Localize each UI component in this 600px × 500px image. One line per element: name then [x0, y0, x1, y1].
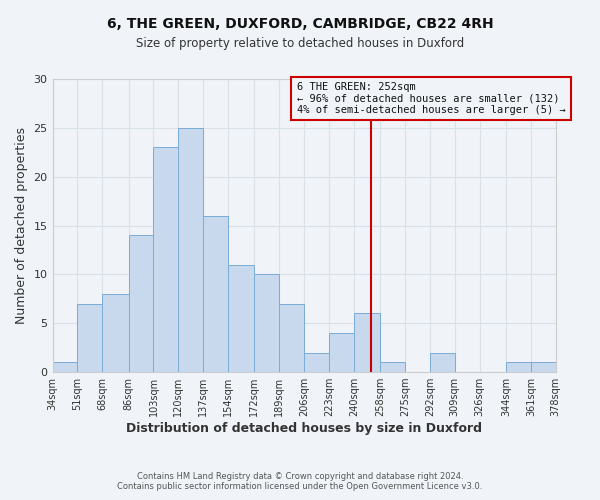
- Bar: [128, 236, 154, 372]
- Bar: [77, 304, 102, 372]
- Bar: [154, 148, 178, 372]
- Text: 6, THE GREEN, DUXFORD, CAMBRIDGE, CB22 4RH: 6, THE GREEN, DUXFORD, CAMBRIDGE, CB22 4…: [107, 18, 493, 32]
- Bar: [228, 264, 254, 372]
- Bar: [178, 128, 203, 372]
- Y-axis label: Number of detached properties: Number of detached properties: [15, 127, 28, 324]
- X-axis label: Distribution of detached houses by size in Duxford: Distribution of detached houses by size …: [126, 422, 482, 435]
- Bar: [254, 274, 279, 372]
- Bar: [329, 333, 354, 372]
- Bar: [354, 314, 380, 372]
- Bar: [53, 362, 77, 372]
- Bar: [203, 216, 228, 372]
- Text: Contains public sector information licensed under the Open Government Licence v3: Contains public sector information licen…: [118, 482, 482, 491]
- Text: Size of property relative to detached houses in Duxford: Size of property relative to detached ho…: [136, 38, 464, 51]
- Bar: [279, 304, 304, 372]
- Bar: [531, 362, 556, 372]
- Bar: [430, 352, 455, 372]
- Bar: [380, 362, 405, 372]
- Text: Contains HM Land Registry data © Crown copyright and database right 2024.: Contains HM Land Registry data © Crown c…: [137, 472, 463, 481]
- Text: 6 THE GREEN: 252sqm
← 96% of detached houses are smaller (132)
4% of semi-detach: 6 THE GREEN: 252sqm ← 96% of detached ho…: [296, 82, 565, 115]
- Bar: [506, 362, 531, 372]
- Bar: [304, 352, 329, 372]
- Bar: [102, 294, 128, 372]
